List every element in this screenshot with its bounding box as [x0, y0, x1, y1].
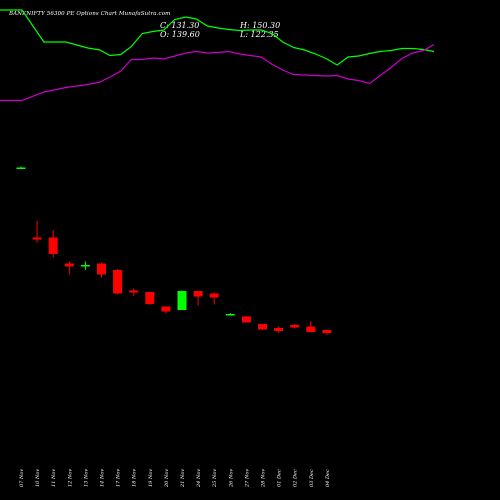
x-tick-label: 24 Nov	[196, 469, 202, 488]
candle-body	[48, 237, 58, 254]
candle-body	[129, 290, 139, 293]
candle-body	[225, 314, 235, 316]
x-tick-label: 03 Dec	[309, 469, 315, 487]
candle-body	[322, 330, 332, 333]
candle-body	[145, 292, 155, 304]
x-tick-label: 04 Dec	[325, 469, 331, 487]
open-value: O: 139.60	[160, 30, 200, 39]
chart-title: BANKNIFTY 56300 PE Options Chart MunafaS…	[9, 11, 171, 17]
candle-body	[209, 293, 219, 298]
x-tick-label: 25 Nov	[212, 469, 218, 488]
x-tick-label: 27 Nov	[244, 469, 250, 488]
candle-body	[258, 324, 267, 330]
x-tick-label: 02 Dec	[293, 469, 299, 487]
candle-body	[161, 306, 171, 312]
candle-body	[80, 265, 90, 267]
close-value: C: 131.30	[160, 21, 200, 30]
candle-body	[97, 263, 106, 275]
x-tick-label: 18 Nov	[132, 469, 138, 487]
low-value: L: 122.35	[240, 30, 279, 39]
x-tick-label: 20 Nov	[164, 469, 170, 488]
candle-body	[306, 326, 316, 332]
candle-body	[113, 270, 123, 294]
candle-body	[241, 316, 251, 323]
candle-body	[193, 291, 203, 297]
candle-body	[16, 167, 26, 169]
x-tick-label: 13 Nov	[83, 469, 89, 487]
x-tick-label: 11 Nov	[51, 469, 57, 487]
candle-body	[177, 291, 187, 310]
x-tick-label: 26 Nov	[228, 469, 234, 488]
candle-body	[32, 237, 42, 240]
x-tick-label: 01 Dec	[277, 469, 283, 487]
x-tick-label: 10 Nov	[35, 469, 41, 487]
magenta-line	[0, 43, 435, 102]
candle-body	[64, 263, 74, 267]
candle-body	[290, 325, 300, 328]
x-tick-label: 12 Nov	[67, 469, 73, 487]
x-tick-label: 28 Nov	[261, 469, 267, 488]
x-tick-label: 19 Nov	[148, 469, 154, 487]
x-tick-label: 14 Nov	[100, 469, 106, 487]
x-tick-label: 07 Nov	[19, 469, 25, 487]
candle-body	[274, 328, 284, 331]
green-line	[0, 9, 435, 66]
high-value: H: 150.30	[240, 21, 281, 30]
x-tick-label: 17 Nov	[116, 469, 122, 487]
x-tick-label: 21 Nov	[180, 469, 186, 488]
